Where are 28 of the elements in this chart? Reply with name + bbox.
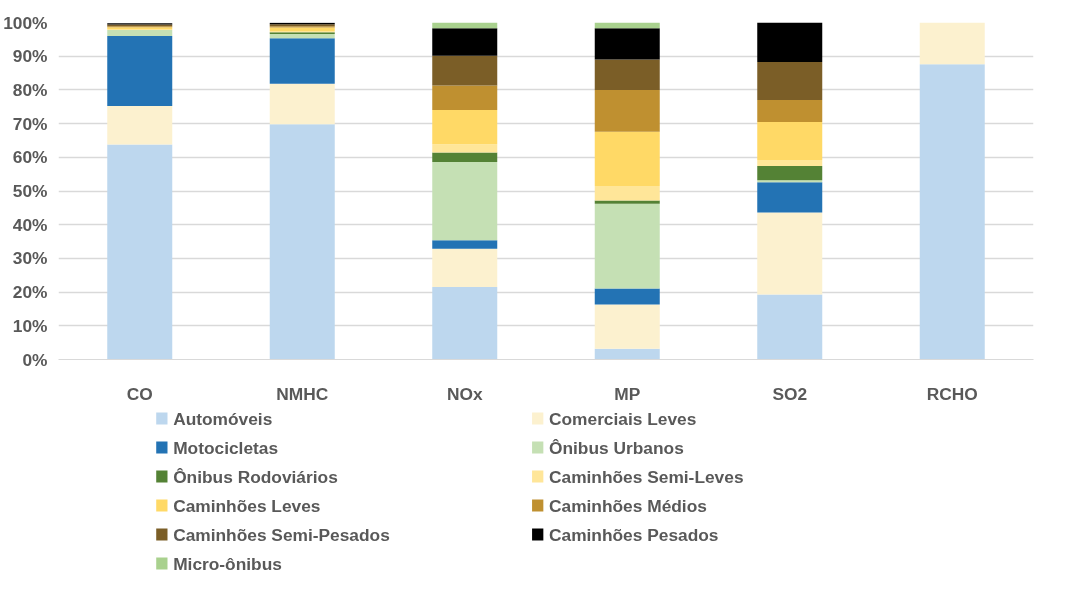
y-tick-label: 10%: [12, 315, 48, 336]
legend-label: Motocicletas: [173, 437, 279, 458]
x-tick-label: SO2: [772, 383, 808, 404]
x-tick-label: MP: [614, 383, 641, 404]
legend-label: Caminhões Pesados: [548, 524, 719, 545]
legend-label: Ônibus Rodoviários: [173, 466, 338, 487]
legend-label: Caminhões Médios: [548, 495, 707, 516]
legend-label: Ônibus Urbanos: [548, 437, 684, 458]
legend-label: Automóveis: [173, 408, 273, 429]
y-tick-label: 0%: [22, 349, 48, 370]
legend-label: Comerciais Leves: [548, 408, 697, 429]
x-tick-label: NMHC: [276, 383, 329, 404]
x-tick-label: RCHO: [926, 383, 978, 404]
y-tick-label: 40%: [12, 214, 48, 235]
legend-label: Caminhões Semi-Pesados: [173, 524, 390, 545]
x-tick-label: NOx: [446, 383, 483, 404]
x-tick-label: CO: [126, 383, 153, 404]
y-tick-label: 80%: [12, 79, 48, 100]
legend-label: Caminhões Semi-Leves: [548, 466, 744, 487]
y-tick-label: 100%: [3, 12, 48, 33]
legend-label: Caminhões Leves: [173, 495, 321, 516]
y-tick-label: 30%: [12, 248, 48, 269]
legend-label: Micro-ônibus: [173, 553, 282, 574]
y-tick-label: 60%: [12, 147, 48, 168]
y-tick-label: 70%: [12, 113, 48, 134]
y-tick-label: 90%: [12, 46, 48, 67]
y-tick-label: 20%: [12, 282, 48, 303]
y-tick-label: 50%: [12, 181, 48, 201]
